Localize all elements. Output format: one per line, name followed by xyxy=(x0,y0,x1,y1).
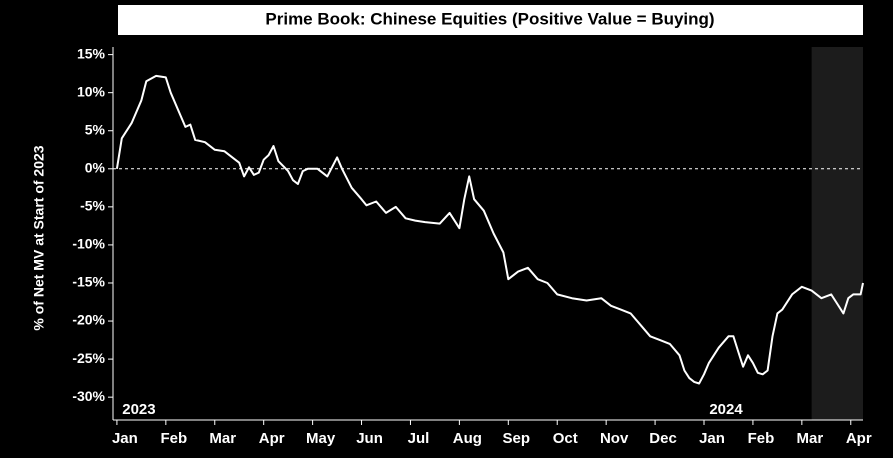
year-annotation: 2024 xyxy=(709,401,743,418)
x-tick-label: Apr xyxy=(846,430,872,447)
x-tick-label: Feb xyxy=(748,430,775,447)
y-tick-label: 10% xyxy=(77,83,106,99)
y-tick-label: 5% xyxy=(85,121,106,137)
y-axis-label: % of Net MV at Start of 2023 xyxy=(31,145,47,330)
y-tick-label: -10% xyxy=(72,236,105,252)
x-tick-label: Jan xyxy=(699,430,725,447)
x-tick-label: Sep xyxy=(503,430,531,447)
y-tick-label: 15% xyxy=(77,45,106,61)
y-tick-label: -25% xyxy=(72,350,105,366)
y-tick-label: 0% xyxy=(85,159,106,175)
x-tick-label: Mar xyxy=(797,430,824,447)
y-tick-label: -30% xyxy=(72,388,105,404)
x-tick-label: Apr xyxy=(259,430,285,447)
y-tick-label: -5% xyxy=(80,198,105,214)
x-tick-label: Jan xyxy=(112,430,138,447)
chart-title: Prime Book: Chinese Equities (Positive V… xyxy=(265,9,714,28)
x-tick-label: Nov xyxy=(600,430,629,447)
x-tick-label: May xyxy=(306,430,336,447)
year-annotation: 2023 xyxy=(122,401,155,418)
y-tick-label: -15% xyxy=(72,274,105,290)
forecast-shade xyxy=(811,47,863,420)
x-tick-label: Oct xyxy=(553,430,578,447)
x-tick-label: Dec xyxy=(649,430,677,447)
x-tick-label: Mar xyxy=(209,430,236,447)
x-tick-label: Aug xyxy=(453,430,482,447)
x-tick-label: Jul xyxy=(408,430,430,447)
title-box xyxy=(118,5,863,35)
x-tick-label: Feb xyxy=(161,430,188,447)
x-tick-label: Jun xyxy=(356,430,383,447)
data-line xyxy=(115,74,864,385)
y-tick-label: -20% xyxy=(72,312,105,328)
